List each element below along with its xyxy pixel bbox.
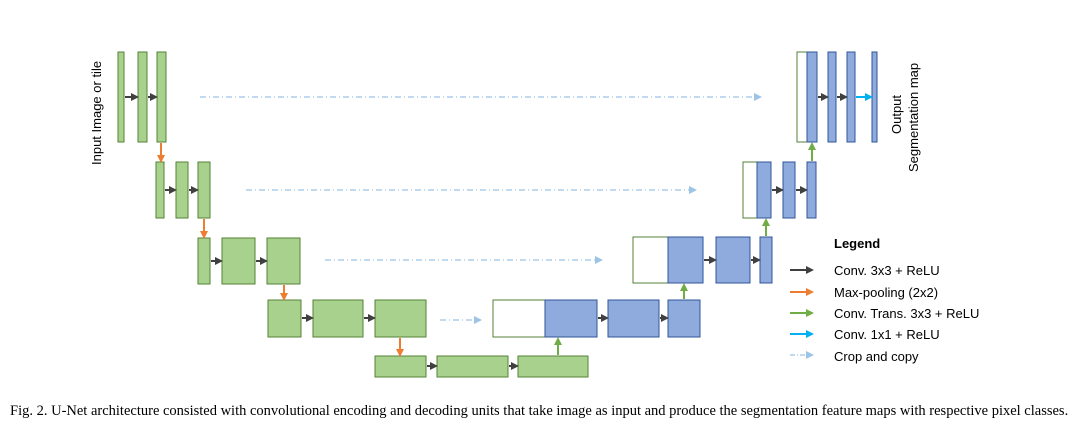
feature-map-block — [156, 51, 167, 143]
copied-feature-map — [632, 236, 669, 284]
copied-feature-map — [742, 161, 758, 219]
input-label: Input Image or tile — [89, 61, 104, 165]
crop-copy-arrows — [200, 93, 762, 324]
feature-map-block — [806, 51, 818, 143]
output-label-line2: Segmentation map — [906, 63, 921, 172]
encoder-level-2 — [155, 161, 211, 219]
output-feature-map — [871, 51, 878, 143]
feature-map-block — [517, 355, 589, 378]
feature-map-block — [806, 161, 817, 219]
feature-map-block — [312, 299, 364, 338]
legend-item-label: Conv. Trans. 3x3 + ReLU — [834, 306, 979, 321]
decoder-level-2 — [742, 161, 817, 219]
feature-map-block — [759, 236, 773, 284]
legend-item-label: Max-pooling (2x2) — [834, 285, 938, 300]
decoder-level-4 — [492, 299, 701, 338]
feature-map-block — [374, 355, 427, 378]
legend-item-label: Conv. 1x1 + ReLU — [834, 327, 940, 342]
feature-map-block — [137, 51, 148, 143]
feature-map-block — [544, 299, 598, 338]
feature-map-block — [846, 51, 856, 143]
feature-map-block — [175, 161, 189, 219]
copied-feature-map — [492, 299, 546, 338]
legend-item-label: Conv. 3x3 + ReLU — [834, 263, 940, 278]
feature-map-block — [197, 237, 211, 285]
feature-map-block — [827, 51, 837, 143]
decoder-level-3 — [632, 236, 773, 284]
feature-map-block — [266, 237, 301, 285]
copied-feature-map — [796, 51, 808, 143]
feature-map-block — [715, 236, 751, 284]
unet-diagram: Input Image or tile Output Segmentation … — [89, 51, 979, 378]
feature-map-block — [117, 51, 125, 143]
legend: Legend Conv. 3x3 + ReLU Max-pooling (2x2… — [790, 236, 979, 364]
feature-map-block — [197, 161, 211, 219]
feature-map-block — [267, 299, 302, 338]
feature-map-block — [756, 161, 772, 219]
feature-map-block — [667, 236, 704, 284]
legend-title: Legend — [834, 236, 880, 251]
pool-arrows — [157, 143, 404, 357]
feature-map-block — [667, 299, 701, 338]
output-label-line1: Output — [889, 95, 904, 134]
feature-map-block — [782, 161, 796, 219]
feature-map-block — [155, 161, 165, 219]
feature-map-block — [607, 299, 660, 338]
figure-caption: Fig. 2. U-Net architecture consisted wit… — [10, 403, 1069, 419]
encoder-level-4 — [267, 299, 427, 338]
feature-map-block — [221, 237, 256, 285]
legend-item-label: Crop and copy — [834, 349, 919, 364]
conv-arrows — [125, 93, 848, 370]
feature-map-block — [374, 299, 427, 338]
upconv-arrows — [554, 142, 816, 355]
feature-map-block — [436, 355, 509, 378]
bottleneck — [374, 355, 589, 378]
